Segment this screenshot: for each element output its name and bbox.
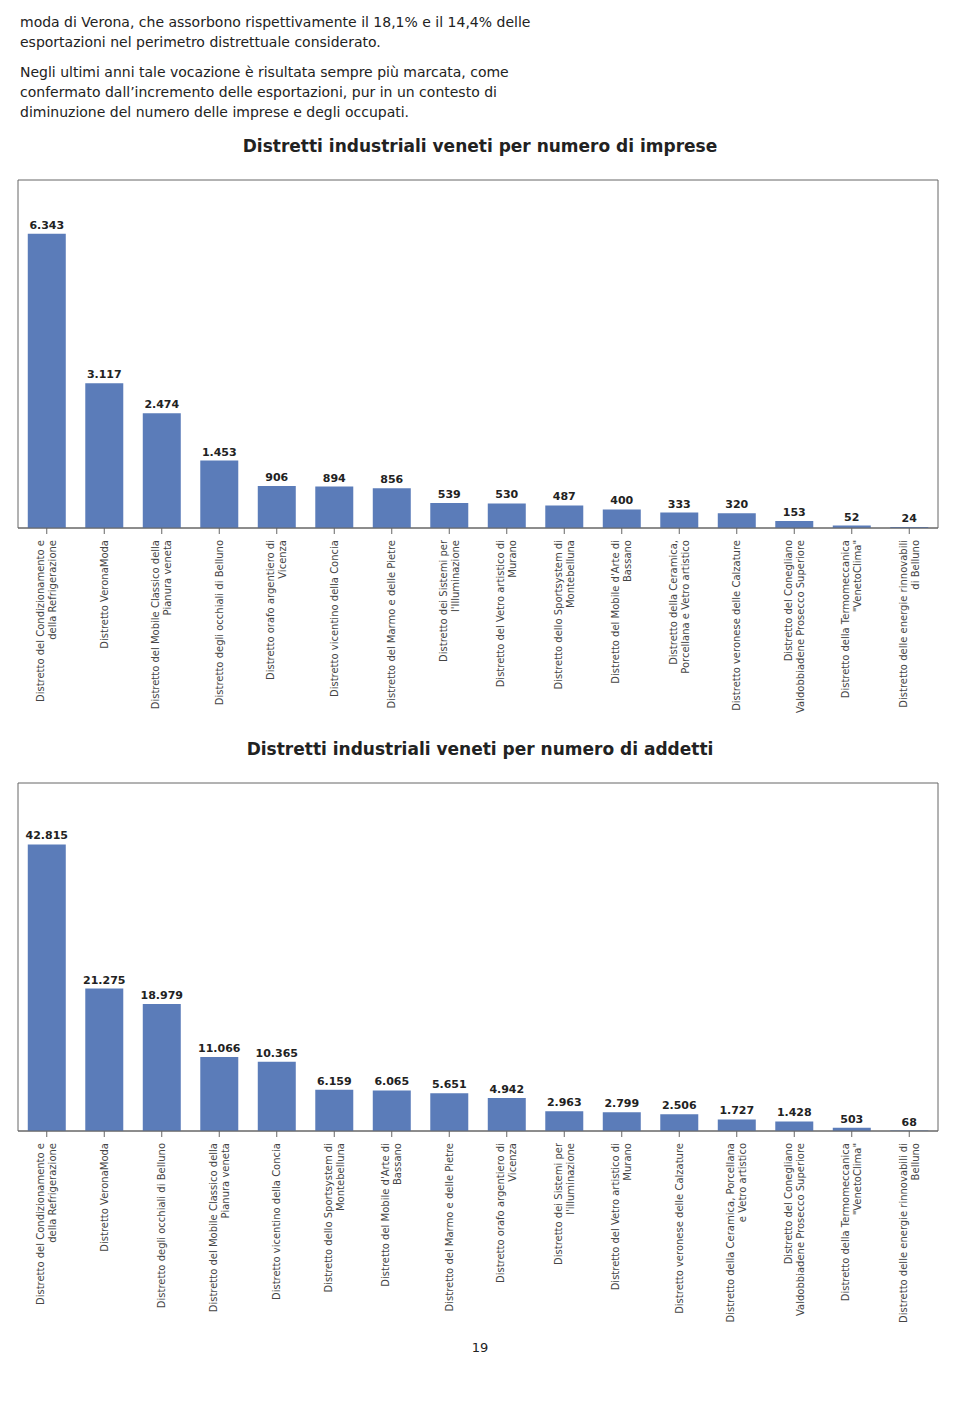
svg-text:Distretto del Marmo e delle Pi: Distretto del Marmo e delle Pietre xyxy=(386,540,397,708)
svg-text:6.159: 6.159 xyxy=(317,1075,352,1088)
svg-text:5.651: 5.651 xyxy=(432,1078,467,1091)
svg-text:18.979: 18.979 xyxy=(141,989,183,1002)
svg-text:Distretto dei Sistemi perl'ill: Distretto dei Sistemi perl'illuminazione xyxy=(553,1142,576,1265)
svg-text:Distretto del ConeglianoValdob: Distretto del ConeglianoValdobbiadene Pr… xyxy=(783,540,806,713)
svg-text:Distretto orafo argentiero diV: Distretto orafo argentiero diVicenza xyxy=(265,540,288,680)
svg-text:Distretto del Condizionamento: Distretto del Condizionamento edella Ref… xyxy=(35,540,58,702)
svg-text:21.275: 21.275 xyxy=(83,974,125,987)
svg-text:4.942: 4.942 xyxy=(489,1083,524,1096)
html-text:diminuzione del numero delle i: diminuzione del numero delle imprese e d… xyxy=(20,104,410,120)
svg-text:894: 894 xyxy=(323,472,346,485)
svg-text:153: 153 xyxy=(783,506,806,519)
svg-text:Distretto del Mobile d'Arte di: Distretto del Mobile d'Arte diBassano xyxy=(380,1143,403,1287)
svg-text:2.474: 2.474 xyxy=(144,398,179,411)
svg-text:Distretto veronese delle Calza: Distretto veronese delle Calzature xyxy=(731,540,742,711)
svg-text:1.428: 1.428 xyxy=(777,1106,812,1119)
svg-text:6.065: 6.065 xyxy=(374,1075,409,1088)
svg-text:Distretto degli occhiali di Be: Distretto degli occhiali di Belluno xyxy=(214,540,225,705)
svg-text:Distretto del Marmo e delle Pi: Distretto del Marmo e delle Pietre xyxy=(444,1143,455,1311)
svg-text:Distretto della Ceramica, Porc: Distretto della Ceramica, Porcellanae Ve… xyxy=(725,1143,748,1323)
html-text:Negli ultimi anni tale vocazio: Negli ultimi anni tale vocazione è risul… xyxy=(20,64,509,80)
svg-text:2.799: 2.799 xyxy=(604,1097,639,1110)
svg-text:6.343: 6.343 xyxy=(29,219,64,232)
svg-text:24: 24 xyxy=(902,512,918,525)
svg-text:Distretto del Mobile Classico: Distretto del Mobile Classico dellaPianu… xyxy=(150,540,173,709)
html-text:Distretti industriali veneti p: Distretti industriali veneti per numero … xyxy=(242,136,718,156)
svg-text:11.066: 11.066 xyxy=(198,1042,241,1055)
svg-text:Distretto del Condizionamento: Distretto del Condizionamento edella Ref… xyxy=(35,1143,58,1305)
svg-text:Distretto del Mobile Classico: Distretto del Mobile Classico dellaPianu… xyxy=(208,1143,231,1312)
svg-text:906: 906 xyxy=(265,471,288,484)
html-text:esportazioni nel perimetro dis: esportazioni nel perimetro distrettuale … xyxy=(20,34,381,50)
svg-text:68: 68 xyxy=(902,1116,917,1129)
svg-text:Distretto del Vetro artistico: Distretto del Vetro artistico diMurano xyxy=(495,540,518,687)
svg-text:Distretto veronese delle Calza: Distretto veronese delle Calzature xyxy=(674,1143,685,1314)
svg-text:2.506: 2.506 xyxy=(662,1099,697,1112)
svg-text:3.117: 3.117 xyxy=(87,368,122,381)
svg-text:Distretto delle energie rinnov: Distretto delle energie rinnovabilidi Be… xyxy=(898,540,921,708)
svg-text:Distretto del Mobile d'Arte di: Distretto del Mobile d'Arte diBassano xyxy=(610,540,633,684)
svg-text:333: 333 xyxy=(668,498,691,511)
html-text:moda di Verona, che assorbono: moda di Verona, che assorbono rispettiva… xyxy=(20,14,531,30)
svg-text:400: 400 xyxy=(610,494,633,507)
svg-text:Distretto del ConeglianoValdob: Distretto del ConeglianoValdobbiadene Pr… xyxy=(783,1143,806,1316)
svg-text:2.963: 2.963 xyxy=(547,1096,582,1109)
svg-text:856: 856 xyxy=(380,473,403,486)
html-text:19: 19 xyxy=(471,1340,489,1355)
svg-text:42.815: 42.815 xyxy=(26,829,68,842)
svg-text:Distretto dello Sportsystem di: Distretto dello Sportsystem diMontebellu… xyxy=(323,1143,346,1292)
svg-text:487: 487 xyxy=(553,490,576,503)
svg-text:52: 52 xyxy=(844,511,859,524)
svg-text:Distretto dello Sportsystem di: Distretto dello Sportsystem diMontebellu… xyxy=(553,540,576,689)
svg-text:Distretto VeronaModa: Distretto VeronaModa xyxy=(99,540,110,649)
svg-text:Distretto degli occhiali di Be: Distretto degli occhiali di Belluno xyxy=(156,1143,167,1308)
svg-text:Distretto delle energie rinnov: Distretto delle energie rinnovabili diBe… xyxy=(898,1143,921,1323)
svg-text:320: 320 xyxy=(725,498,748,511)
svg-text:1.727: 1.727 xyxy=(719,1104,754,1117)
svg-text:Distretto del Vetro artistico: Distretto del Vetro artistico diMurano xyxy=(610,1143,633,1290)
svg-text:Distretto orafo argentiero diV: Distretto orafo argentiero diVicenza xyxy=(495,1143,518,1283)
html-text:Distretti industriali veneti p: Distretti industriali veneti per numero … xyxy=(246,739,714,759)
svg-text:530: 530 xyxy=(495,488,518,501)
svg-text:Distretto della Termomeccanica: Distretto della Termomeccanica"VenetoCli… xyxy=(840,1143,863,1301)
svg-text:Distretto vicentino della Conc: Distretto vicentino della Concia xyxy=(271,1143,282,1300)
svg-text:Distretto della Termomeccanica: Distretto della Termomeccanica"VenetoCli… xyxy=(840,540,863,698)
svg-text:Distretto della Ceramica,Porce: Distretto della Ceramica,Porcellana e Ve… xyxy=(668,540,691,674)
svg-text:Distretto VeronaModa: Distretto VeronaModa xyxy=(99,1143,110,1252)
svg-text:503: 503 xyxy=(840,1113,863,1126)
svg-text:Distretto dei Sistemi perl'Ill: Distretto dei Sistemi perl'Illuminazione xyxy=(438,539,461,662)
svg-text:10.365: 10.365 xyxy=(256,1047,298,1060)
svg-text:Distretto vicentino della Conc: Distretto vicentino della Concia xyxy=(329,540,340,697)
svg-text:539: 539 xyxy=(438,488,461,501)
svg-text:1.453: 1.453 xyxy=(202,446,237,459)
html-text:confermato dall’incremento del: confermato dall’incremento delle esporta… xyxy=(20,84,497,100)
